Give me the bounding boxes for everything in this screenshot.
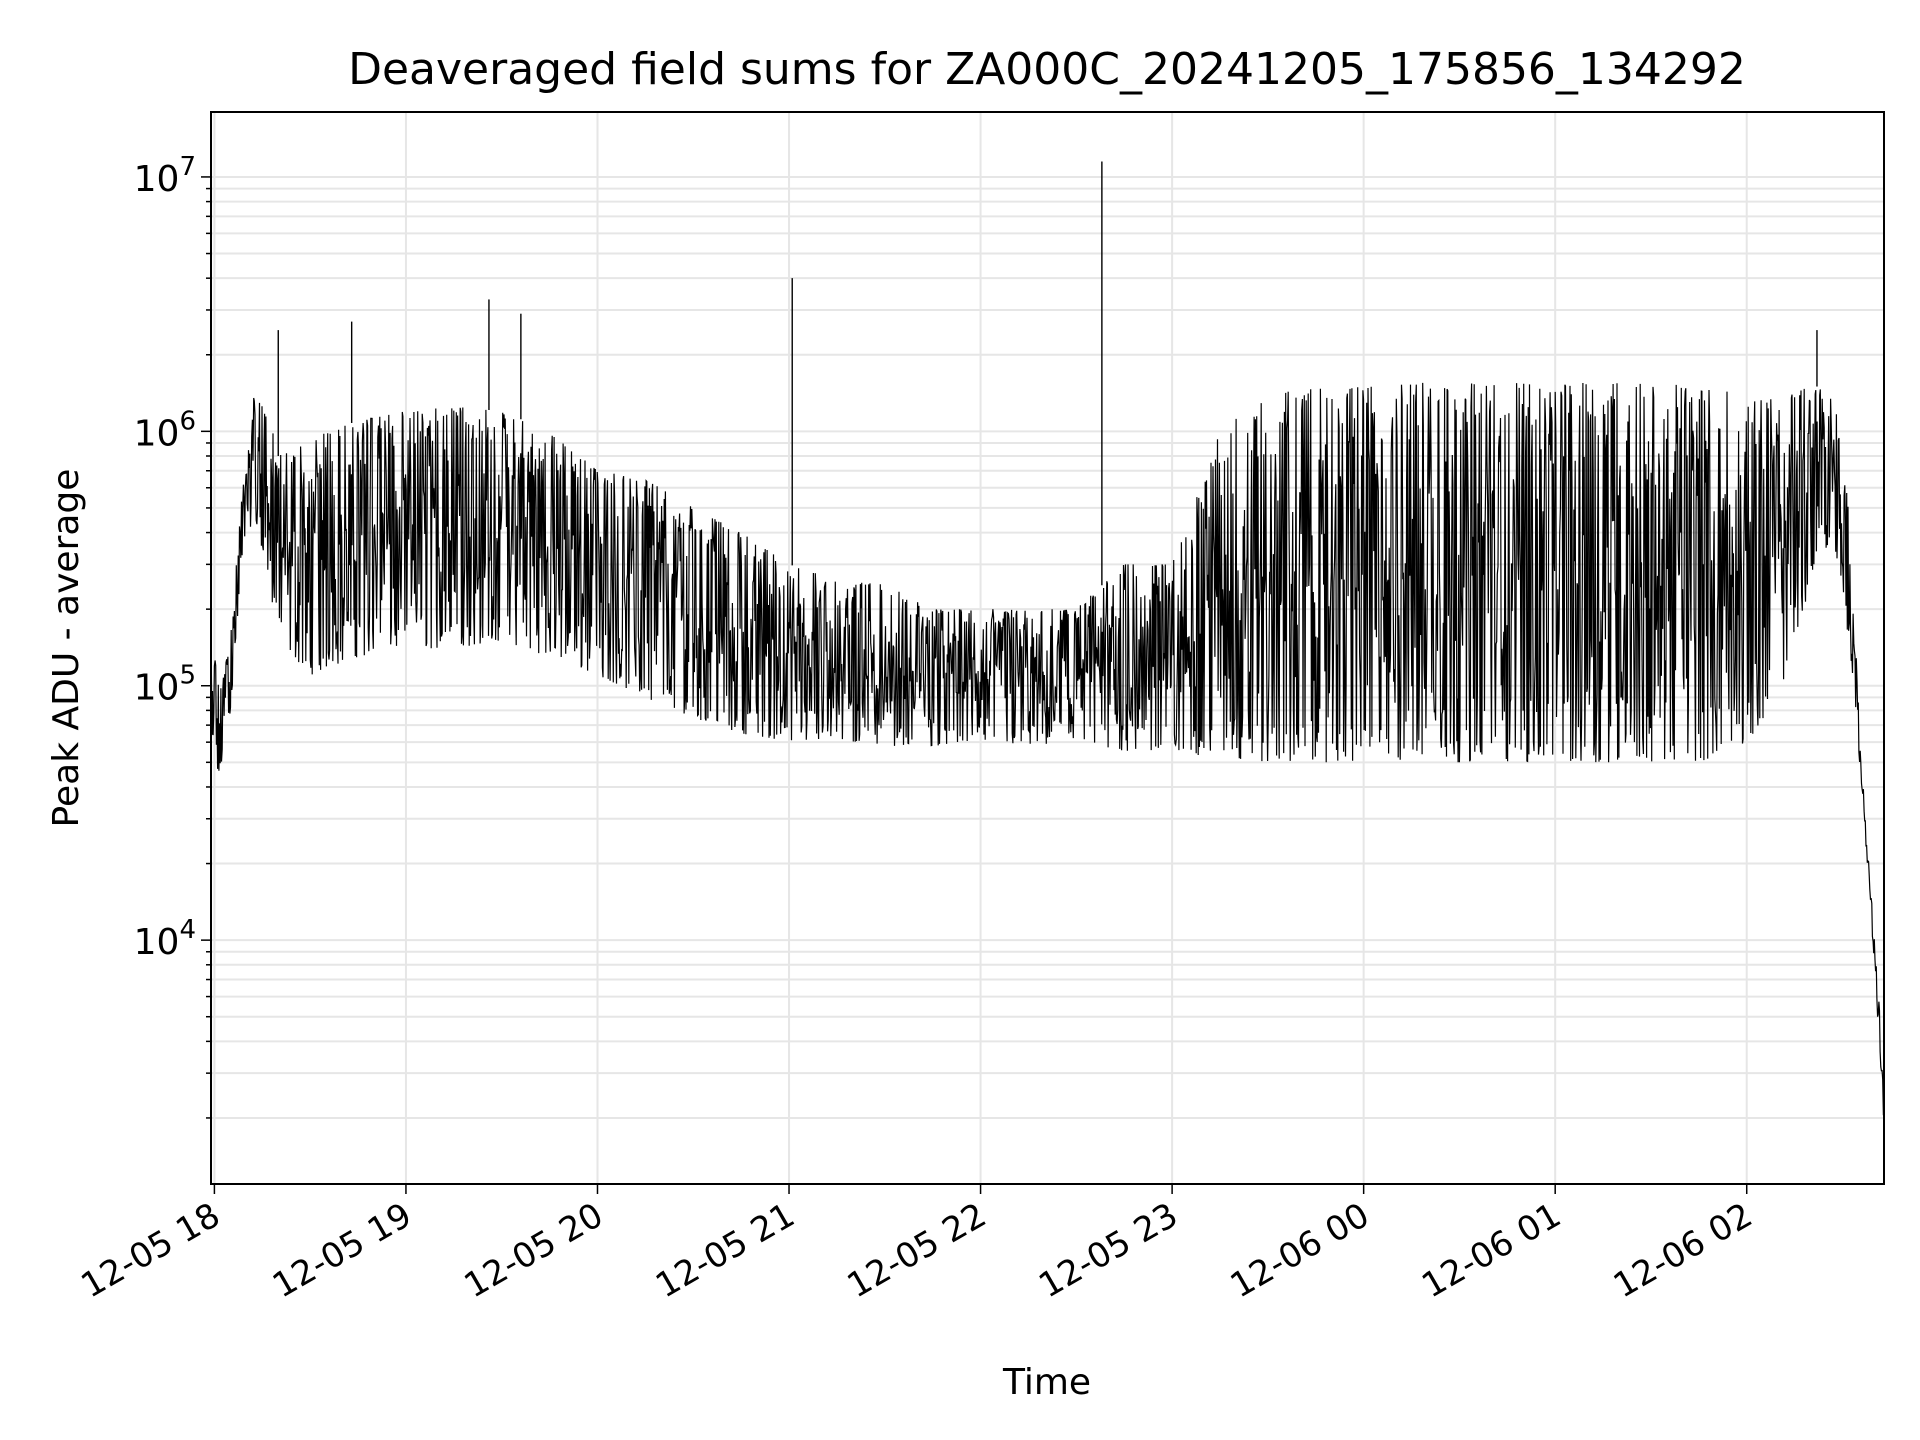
series-trace bbox=[210, 382, 1885, 1116]
y-axis: 104 105 106 107 bbox=[134, 152, 211, 1119]
y-axis-label: Peak ADU - average bbox=[46, 469, 87, 828]
x-tick-label: 12-05 19 bbox=[266, 1195, 418, 1306]
x-tick-label: 12-05 22 bbox=[841, 1195, 993, 1306]
y-tick-label: 104 bbox=[134, 915, 196, 963]
x-tick-label: 12-05 18 bbox=[75, 1195, 227, 1306]
x-tick-label: 12-05 23 bbox=[1032, 1195, 1184, 1306]
plot-frame bbox=[210, 111, 1885, 1185]
grid bbox=[211, 112, 1884, 1184]
x-tick-label: 12-05 21 bbox=[649, 1195, 801, 1306]
y-tick-label: 105 bbox=[134, 661, 196, 709]
y-tick-label: 106 bbox=[134, 406, 196, 454]
x-tick-label: 12-06 00 bbox=[1224, 1195, 1376, 1306]
x-tick-label: 12-05 20 bbox=[458, 1195, 610, 1306]
y-tick-label: 107 bbox=[134, 152, 196, 200]
x-axis-label: Time bbox=[1002, 1362, 1091, 1403]
x-axis: 12-05 18 12-05 19 12-05 20 12-05 21 12-05 22… bbox=[75, 1184, 1759, 1306]
series-line bbox=[210, 161, 1885, 1116]
x-tick-label: 12-06 01 bbox=[1415, 1195, 1567, 1306]
x-tick-label: 12-06 02 bbox=[1607, 1195, 1759, 1306]
chart-title: Deaveraged field sums for ZA000C_2024120… bbox=[348, 44, 1746, 95]
